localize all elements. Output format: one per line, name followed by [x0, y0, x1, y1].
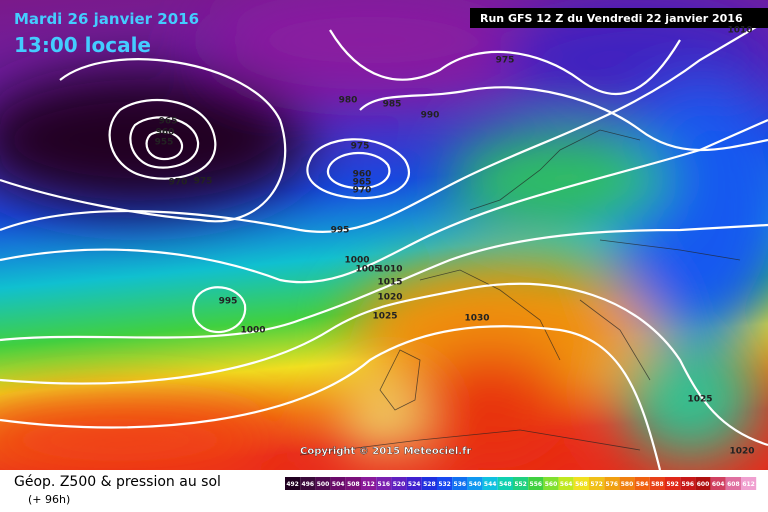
run-box — [470, 8, 768, 28]
isobar-label: 975 — [351, 142, 370, 152]
isobar-label: 975 — [496, 56, 515, 66]
scale-label: 580 — [621, 481, 634, 488]
scale-label: 600 — [697, 481, 710, 488]
scale-label: 612 — [742, 481, 755, 488]
scale-swatch — [452, 477, 468, 490]
copyright: Copyright © 2015 Meteociel.fr — [300, 446, 471, 457]
scale-label: 504 — [332, 481, 345, 488]
isobar-label: 970 — [169, 178, 188, 188]
isobar-label: 1000 — [240, 326, 265, 336]
isobar-label: 985 — [383, 100, 402, 110]
scale-label: 524 — [408, 481, 421, 488]
isobar-label: 955 — [155, 138, 174, 148]
scale-label: 592 — [666, 481, 679, 488]
scale-label: 540 — [469, 481, 482, 488]
scale-swatch — [497, 477, 513, 490]
field — [0, 0, 768, 470]
scale-label: 596 — [682, 481, 695, 488]
scale-swatch — [315, 477, 331, 490]
scale-swatch — [725, 477, 741, 490]
scale-label: 516 — [378, 481, 391, 488]
scale-label: 608 — [727, 481, 740, 488]
isobar-label: 1025 — [372, 312, 397, 322]
scale-swatch — [710, 477, 726, 490]
scale-swatch — [558, 477, 574, 490]
isobar-label: 970 — [353, 186, 372, 196]
scale-label: 520 — [393, 481, 406, 488]
scale-swatch — [406, 477, 422, 490]
scale-swatch — [376, 477, 392, 490]
scale-swatch — [482, 477, 498, 490]
isobar-label: 960 — [156, 128, 175, 138]
scale-swatch — [467, 477, 483, 490]
scale-label: 560 — [545, 481, 558, 488]
date: Mardi 26 janvier 2016 — [14, 10, 199, 28]
scale-label: 604 — [712, 481, 725, 488]
legend-subtitle: (+ 96h) — [28, 493, 70, 506]
legend-title: Géop. Z500 & pression au sol — [14, 474, 221, 490]
isobar-label: 975 — [194, 177, 213, 187]
isobar-label: 990 — [421, 111, 440, 121]
scale-label: 492 — [286, 481, 299, 488]
scale-swatch — [543, 477, 559, 490]
scale-label: 548 — [499, 481, 512, 488]
scale-label: 512 — [362, 481, 375, 488]
scale-swatch — [391, 477, 407, 490]
scale-swatch — [649, 477, 665, 490]
isobar-label: 980 — [339, 96, 358, 106]
scale-label: 544 — [484, 481, 497, 488]
scale-swatch — [345, 477, 361, 490]
scale-label: 508 — [347, 481, 360, 488]
isobar-label: 1030 — [464, 314, 489, 324]
scale-label: 584 — [636, 481, 649, 488]
scale-swatch — [634, 477, 650, 490]
scale-swatch — [300, 477, 316, 490]
scale-label: 564 — [560, 481, 573, 488]
isobar-label: 1015 — [377, 278, 402, 288]
scale-label: 552 — [514, 481, 527, 488]
scale-swatch — [573, 477, 589, 490]
scale-label: 576 — [606, 481, 619, 488]
scale-swatch — [330, 477, 346, 490]
scale-swatch — [421, 477, 437, 490]
scale-label: 572 — [590, 481, 603, 488]
scale-swatch — [741, 477, 757, 490]
scale-swatch — [528, 477, 544, 490]
isobar-label: 995 — [331, 226, 350, 236]
scale-swatch — [695, 477, 711, 490]
scale-swatch — [513, 477, 529, 490]
scale-label: 500 — [317, 481, 330, 488]
isobar-label: 965 — [159, 117, 178, 127]
scale-label: 536 — [454, 481, 467, 488]
scale-label: 556 — [530, 481, 543, 488]
isobar-label: 1005 — [355, 265, 380, 275]
scale-label: 532 — [438, 481, 451, 488]
scale-label: 528 — [423, 481, 436, 488]
scale-swatch — [619, 477, 635, 490]
scale-swatch — [285, 477, 301, 490]
scale-swatch — [437, 477, 453, 490]
isobar-label: 1020 — [377, 293, 402, 303]
scale-swatch — [680, 477, 696, 490]
isobar-label: 960 — [353, 170, 372, 180]
scale-label: 496 — [302, 481, 315, 488]
scale-swatch — [361, 477, 377, 490]
isobar-label: 1000 — [344, 256, 369, 266]
scale-label: 568 — [575, 481, 588, 488]
scale-label: 588 — [651, 481, 664, 488]
isobar-label: 995 — [219, 297, 238, 307]
local-time: 13:00 locale — [14, 33, 151, 57]
isobar-label: 1020 — [729, 447, 754, 457]
scale-swatch — [665, 477, 681, 490]
scale-swatch — [589, 477, 605, 490]
scale-swatch — [604, 477, 620, 490]
isobar-label: 1025 — [687, 395, 712, 405]
isobar-label: 965 — [353, 178, 372, 188]
isobar-label: 1010 — [377, 265, 402, 275]
run-info: Run GFS 12 Z du Vendredi 22 janvier 2016 — [480, 12, 743, 25]
isobar-label: 1010 — [727, 26, 752, 36]
